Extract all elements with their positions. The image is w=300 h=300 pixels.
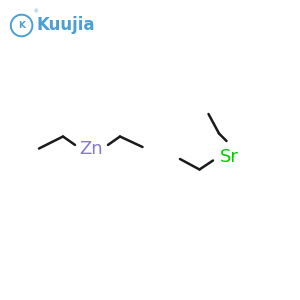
- Text: Zn: Zn: [80, 140, 103, 158]
- Text: Sr: Sr: [220, 148, 239, 166]
- Text: ®: ®: [33, 10, 38, 15]
- Text: Kuujia: Kuujia: [36, 16, 94, 34]
- Text: K: K: [18, 21, 25, 30]
